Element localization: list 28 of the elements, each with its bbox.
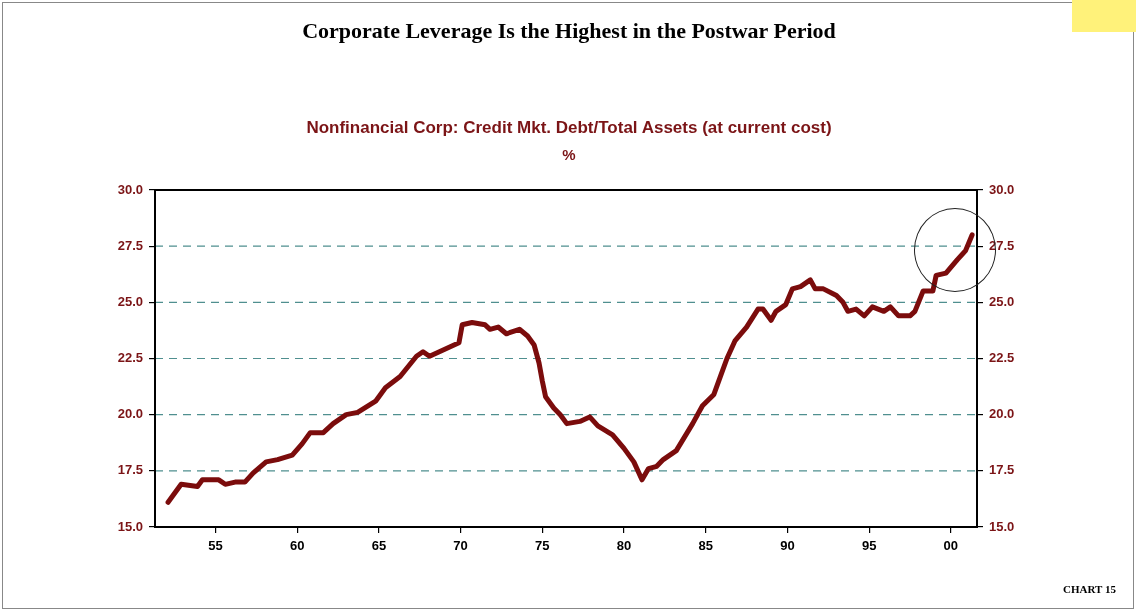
- y-tick-label: 17.5: [117, 462, 143, 478]
- y2-tick-label: 30.0: [989, 181, 1015, 197]
- y-tick-label: 25.0: [117, 293, 143, 309]
- y2-tick-label: 15.0: [989, 518, 1015, 534]
- y-tick-label: 22.5: [117, 350, 143, 366]
- y2-tick-label: 22.5: [989, 350, 1015, 366]
- x-tick-label: 65: [371, 538, 387, 554]
- x-tick-label: 00: [943, 538, 959, 554]
- chart-subtitle: Nonfinancial Corp: Credit Mkt. Debt/Total Assets (at current cost): [305, 118, 833, 138]
- chart-title: Corporate Leverage Is the Highest in the Postwar Period: [301, 18, 837, 44]
- y-tick-label: 15.0: [117, 518, 143, 534]
- x-tick-label: 55: [208, 538, 223, 554]
- x-tick-label: 80: [616, 538, 632, 554]
- x-tick-label: 60: [289, 538, 305, 554]
- y2-tick-label: 20.0: [989, 406, 1015, 422]
- y2-tick-label: 27.5: [989, 237, 1015, 253]
- x-tick-label: 85: [698, 538, 713, 554]
- y2-tick-label: 17.5: [989, 462, 1015, 478]
- caption: CHART 15: [1063, 583, 1116, 595]
- x-tick-label: 70: [453, 538, 468, 554]
- text: %: [561, 146, 577, 163]
- y-tick-label: 27.5: [117, 237, 143, 253]
- x-tick-label: 95: [861, 538, 877, 554]
- x-tick-label: 90: [780, 538, 795, 554]
- y2-tick-label: 25.0: [989, 293, 1015, 309]
- y-tick-label: 20.0: [117, 406, 143, 422]
- y-tick-label: 30.0: [117, 181, 143, 197]
- x-tick-label: 75: [535, 538, 550, 554]
